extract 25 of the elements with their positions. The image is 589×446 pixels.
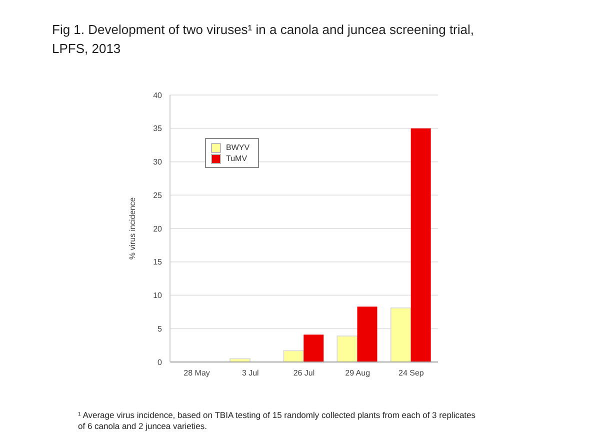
chart-title: Fig 1. Development of two viruses¹ in a canola and juncea screening trial, LPFS, 2013 (52, 21, 475, 58)
y-tick-label: 0 (158, 358, 163, 367)
bar (336, 335, 358, 362)
bar (357, 306, 378, 362)
y-tick-label: 30 (153, 158, 163, 167)
bar (283, 350, 304, 362)
bar (304, 334, 324, 362)
y-tick-label: 15 (153, 258, 163, 267)
x-tick-label: 24 Sep (398, 368, 424, 378)
y-axis-title: % virus incidence (128, 196, 137, 260)
y-tick-label: 35 (153, 124, 163, 134)
y-tick-label: 25 (153, 190, 163, 200)
x-tick-label: 28 May (184, 368, 210, 378)
x-tick-label: 29 Aug (345, 368, 370, 378)
y-tick-label: 20 (153, 224, 163, 234)
bar (230, 358, 251, 362)
y-tick-label: 40 (153, 90, 163, 100)
text: ¹ Average virus incidence, based on TBIA testing of 15 randomly collected plants from each of 3 replicates of 6 canola and 2 juncea varieties. (78, 410, 477, 432)
y-tick-label: 10 (153, 291, 163, 300)
y-tick-label: 5 (158, 324, 163, 334)
bar (410, 128, 431, 362)
x-tick-label: 26 Jul (293, 368, 315, 378)
legend-label: TuMV (226, 153, 248, 164)
x-tick-label: 3 Jul (242, 368, 260, 378)
legend-label: BWYV (226, 142, 250, 153)
